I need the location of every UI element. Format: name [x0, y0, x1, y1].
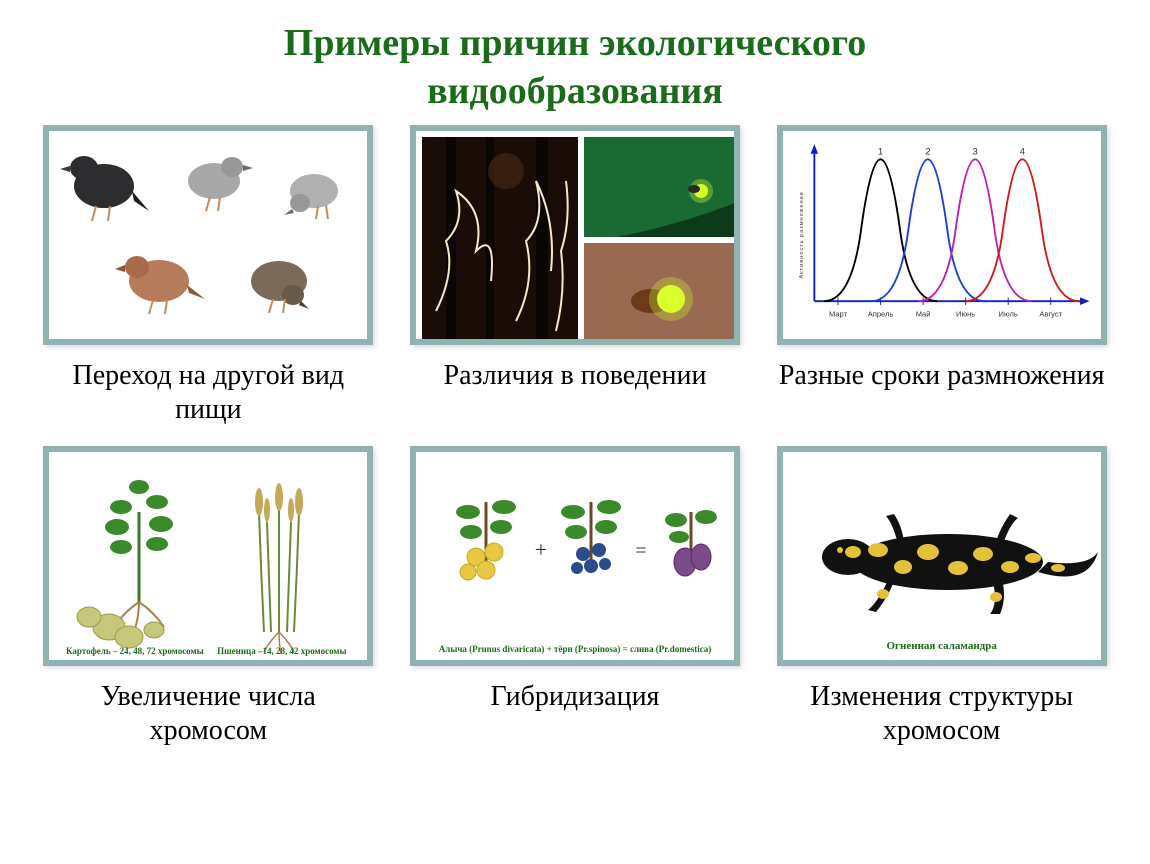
xlabel-1: Апрель — [867, 309, 893, 318]
caption-food: Переход на другой вид пищи — [40, 359, 377, 426]
caption-timing: Разные сроки размножения — [779, 359, 1105, 393]
xlabel-5: Август — [1039, 309, 1062, 318]
inner-label-wheat: Пшеница –14, 28, 42 хромосомы — [204, 646, 359, 656]
page-title: Примеры причин экологического видообразо… — [0, 0, 1150, 125]
birds-illustration — [49, 131, 373, 345]
peak-label-4: 4 — [1019, 147, 1024, 158]
behavior-illustration — [416, 131, 740, 345]
cell-chrom-count: Картофель – 24, 48, 72 хромосомы Пшеница… — [40, 446, 377, 747]
title-line-2: видообразования — [427, 70, 723, 112]
caption-hybrid: Гибридизация — [491, 680, 660, 714]
xlabel-0: Март — [829, 309, 848, 318]
card-behavior — [410, 125, 740, 345]
card-chrom-struct: Огненная саламандра — [777, 446, 1107, 666]
polyploidy-illustration — [49, 452, 373, 666]
ylabel: Активность размножения — [799, 191, 805, 278]
curve-2 — [871, 159, 984, 301]
caption-chrom-count: Увеличение числа хромосом — [40, 680, 377, 747]
peak-label-1: 1 — [878, 147, 883, 158]
cell-food: Переход на другой вид пищи — [40, 125, 377, 426]
cell-hybrid: + = — [407, 446, 744, 747]
caption-chrom-struct: Изменения структуры хромосом — [773, 680, 1110, 747]
salamander-illustration — [783, 452, 1107, 666]
card-timing: 1 2 3 4 Март Апрель Май Июнь Июль Август… — [777, 125, 1107, 345]
card-chrom-count: Картофель – 24, 48, 72 хромосомы Пшеница… — [43, 446, 373, 666]
cell-behavior: Различия в поведении — [407, 125, 744, 426]
cell-chrom-struct: Огненная саламандра Изменения структуры … — [773, 446, 1110, 747]
xlabel-2: Май — [915, 309, 930, 318]
caption-behavior: Различия в поведении — [444, 359, 707, 393]
inner-label-potato: Картофель – 24, 48, 72 хромосомы — [57, 646, 212, 656]
plus-icon: + — [535, 537, 547, 562]
grid: Переход на другой вид пищи — [0, 125, 1150, 767]
inner-label-salamander: Огненная саламандра — [783, 640, 1101, 652]
timing-chart: 1 2 3 4 Март Апрель Май Июнь Июль Август… — [783, 131, 1101, 339]
curve-1 — [823, 159, 936, 301]
card-food — [43, 125, 373, 345]
title-line-1: Примеры причин экологического — [284, 22, 866, 64]
xlabel-3: Июнь — [956, 309, 975, 318]
curve-4 — [965, 159, 1078, 301]
equals-icon: = — [635, 540, 646, 562]
hybrid-illustration: + = — [416, 452, 740, 666]
xlabel-4: Июль — [998, 309, 1017, 318]
card-hybrid: + = — [410, 446, 740, 666]
curve-3 — [918, 159, 1031, 301]
peak-label-3: 3 — [972, 147, 977, 158]
peak-label-2: 2 — [925, 147, 930, 158]
cell-timing: 1 2 3 4 Март Апрель Май Июнь Июль Август… — [773, 125, 1110, 426]
inner-label-hybrid: Алыча (Prunus divaricata) + тёрн (Pr.spi… — [416, 644, 734, 654]
